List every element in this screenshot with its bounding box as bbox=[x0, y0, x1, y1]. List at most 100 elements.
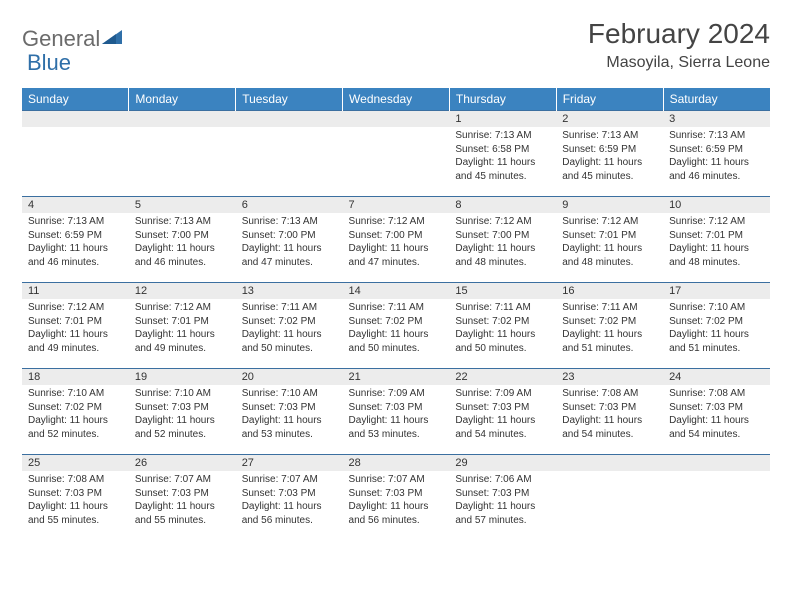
calendar-body: 1Sunrise: 7:13 AMSunset: 6:58 PMDaylight… bbox=[22, 111, 770, 541]
calendar-cell: 1Sunrise: 7:13 AMSunset: 6:58 PMDaylight… bbox=[449, 111, 556, 197]
calendar-cell: 28Sunrise: 7:07 AMSunset: 7:03 PMDayligh… bbox=[343, 455, 450, 541]
day-data: Sunrise: 7:07 AMSunset: 7:03 PMDaylight:… bbox=[343, 471, 450, 531]
day-data: Sunrise: 7:10 AMSunset: 7:03 PMDaylight:… bbox=[129, 385, 236, 445]
day-number: 9 bbox=[556, 197, 663, 213]
day-number: 8 bbox=[449, 197, 556, 213]
logo-text-general: General bbox=[22, 26, 100, 52]
calendar-cell: 2Sunrise: 7:13 AMSunset: 6:59 PMDaylight… bbox=[556, 111, 663, 197]
day-data: Sunrise: 7:12 AMSunset: 7:00 PMDaylight:… bbox=[449, 213, 556, 273]
calendar-cell: 27Sunrise: 7:07 AMSunset: 7:03 PMDayligh… bbox=[236, 455, 343, 541]
title-block: February 2024 Masoyila, Sierra Leone bbox=[588, 18, 770, 72]
day-data: Sunrise: 7:06 AMSunset: 7:03 PMDaylight:… bbox=[449, 471, 556, 531]
day-header: Wednesday bbox=[343, 88, 450, 111]
calendar-cell: 16Sunrise: 7:11 AMSunset: 7:02 PMDayligh… bbox=[556, 283, 663, 369]
day-number: 5 bbox=[129, 197, 236, 213]
calendar-cell: 19Sunrise: 7:10 AMSunset: 7:03 PMDayligh… bbox=[129, 369, 236, 455]
day-data: Sunrise: 7:13 AMSunset: 6:58 PMDaylight:… bbox=[449, 127, 556, 187]
day-data: Sunrise: 7:11 AMSunset: 7:02 PMDaylight:… bbox=[236, 299, 343, 359]
day-header: Monday bbox=[129, 88, 236, 111]
calendar-cell: 18Sunrise: 7:10 AMSunset: 7:02 PMDayligh… bbox=[22, 369, 129, 455]
day-header: Saturday bbox=[663, 88, 770, 111]
empty-day bbox=[663, 455, 770, 471]
day-number: 13 bbox=[236, 283, 343, 299]
logo: General bbox=[22, 18, 126, 52]
day-number: 25 bbox=[22, 455, 129, 471]
day-number: 2 bbox=[556, 111, 663, 127]
logo-triangle-icon bbox=[102, 28, 124, 51]
day-number: 12 bbox=[129, 283, 236, 299]
day-data: Sunrise: 7:08 AMSunset: 7:03 PMDaylight:… bbox=[22, 471, 129, 531]
day-data: Sunrise: 7:12 AMSunset: 7:01 PMDaylight:… bbox=[22, 299, 129, 359]
day-number: 1 bbox=[449, 111, 556, 127]
calendar-cell: 8Sunrise: 7:12 AMSunset: 7:00 PMDaylight… bbox=[449, 197, 556, 283]
calendar-cell: 5Sunrise: 7:13 AMSunset: 7:00 PMDaylight… bbox=[129, 197, 236, 283]
day-data: Sunrise: 7:12 AMSunset: 7:01 PMDaylight:… bbox=[556, 213, 663, 273]
day-data: Sunrise: 7:12 AMSunset: 7:00 PMDaylight:… bbox=[343, 213, 450, 273]
day-data: Sunrise: 7:09 AMSunset: 7:03 PMDaylight:… bbox=[343, 385, 450, 445]
empty-day bbox=[236, 111, 343, 127]
day-data: Sunrise: 7:13 AMSunset: 7:00 PMDaylight:… bbox=[236, 213, 343, 273]
day-data: Sunrise: 7:08 AMSunset: 7:03 PMDaylight:… bbox=[556, 385, 663, 445]
day-data: Sunrise: 7:10 AMSunset: 7:02 PMDaylight:… bbox=[663, 299, 770, 359]
calendar-cell: 22Sunrise: 7:09 AMSunset: 7:03 PMDayligh… bbox=[449, 369, 556, 455]
day-header: Thursday bbox=[449, 88, 556, 111]
calendar-cell bbox=[556, 455, 663, 541]
day-data: Sunrise: 7:08 AMSunset: 7:03 PMDaylight:… bbox=[663, 385, 770, 445]
day-data: Sunrise: 7:13 AMSunset: 6:59 PMDaylight:… bbox=[663, 127, 770, 187]
day-number: 28 bbox=[343, 455, 450, 471]
calendar-cell: 20Sunrise: 7:10 AMSunset: 7:03 PMDayligh… bbox=[236, 369, 343, 455]
day-header: Tuesday bbox=[236, 88, 343, 111]
calendar-cell bbox=[343, 111, 450, 197]
day-number: 10 bbox=[663, 197, 770, 213]
day-number: 26 bbox=[129, 455, 236, 471]
calendar-cell: 12Sunrise: 7:12 AMSunset: 7:01 PMDayligh… bbox=[129, 283, 236, 369]
calendar-week: 18Sunrise: 7:10 AMSunset: 7:02 PMDayligh… bbox=[22, 369, 770, 455]
day-data: Sunrise: 7:12 AMSunset: 7:01 PMDaylight:… bbox=[663, 213, 770, 273]
calendar-cell: 15Sunrise: 7:11 AMSunset: 7:02 PMDayligh… bbox=[449, 283, 556, 369]
day-number: 21 bbox=[343, 369, 450, 385]
logo-text-blue: Blue bbox=[27, 50, 71, 75]
day-data: Sunrise: 7:07 AMSunset: 7:03 PMDaylight:… bbox=[129, 471, 236, 531]
calendar-cell: 6Sunrise: 7:13 AMSunset: 7:00 PMDaylight… bbox=[236, 197, 343, 283]
day-number: 19 bbox=[129, 369, 236, 385]
day-data: Sunrise: 7:12 AMSunset: 7:01 PMDaylight:… bbox=[129, 299, 236, 359]
empty-day bbox=[129, 111, 236, 127]
day-data: Sunrise: 7:11 AMSunset: 7:02 PMDaylight:… bbox=[449, 299, 556, 359]
calendar-cell: 24Sunrise: 7:08 AMSunset: 7:03 PMDayligh… bbox=[663, 369, 770, 455]
day-data: Sunrise: 7:07 AMSunset: 7:03 PMDaylight:… bbox=[236, 471, 343, 531]
day-header-row: SundayMondayTuesdayWednesdayThursdayFrid… bbox=[22, 88, 770, 111]
day-number: 18 bbox=[22, 369, 129, 385]
day-data: Sunrise: 7:13 AMSunset: 7:00 PMDaylight:… bbox=[129, 213, 236, 273]
day-number: 16 bbox=[556, 283, 663, 299]
month-title: February 2024 bbox=[588, 18, 770, 50]
day-number: 17 bbox=[663, 283, 770, 299]
calendar-cell: 21Sunrise: 7:09 AMSunset: 7:03 PMDayligh… bbox=[343, 369, 450, 455]
calendar-cell: 17Sunrise: 7:10 AMSunset: 7:02 PMDayligh… bbox=[663, 283, 770, 369]
day-data: Sunrise: 7:13 AMSunset: 6:59 PMDaylight:… bbox=[556, 127, 663, 187]
calendar-cell: 13Sunrise: 7:11 AMSunset: 7:02 PMDayligh… bbox=[236, 283, 343, 369]
calendar-week: 11Sunrise: 7:12 AMSunset: 7:01 PMDayligh… bbox=[22, 283, 770, 369]
empty-day bbox=[556, 455, 663, 471]
day-number: 4 bbox=[22, 197, 129, 213]
calendar-cell bbox=[22, 111, 129, 197]
calendar-cell: 11Sunrise: 7:12 AMSunset: 7:01 PMDayligh… bbox=[22, 283, 129, 369]
calendar-cell: 14Sunrise: 7:11 AMSunset: 7:02 PMDayligh… bbox=[343, 283, 450, 369]
day-number: 6 bbox=[236, 197, 343, 213]
calendar-week: 4Sunrise: 7:13 AMSunset: 6:59 PMDaylight… bbox=[22, 197, 770, 283]
calendar-cell: 29Sunrise: 7:06 AMSunset: 7:03 PMDayligh… bbox=[449, 455, 556, 541]
empty-day bbox=[343, 111, 450, 127]
day-data: Sunrise: 7:11 AMSunset: 7:02 PMDaylight:… bbox=[556, 299, 663, 359]
day-number: 23 bbox=[556, 369, 663, 385]
day-data: Sunrise: 7:09 AMSunset: 7:03 PMDaylight:… bbox=[449, 385, 556, 445]
calendar-cell: 9Sunrise: 7:12 AMSunset: 7:01 PMDaylight… bbox=[556, 197, 663, 283]
day-data: Sunrise: 7:10 AMSunset: 7:03 PMDaylight:… bbox=[236, 385, 343, 445]
day-data: Sunrise: 7:13 AMSunset: 6:59 PMDaylight:… bbox=[22, 213, 129, 273]
day-number: 15 bbox=[449, 283, 556, 299]
day-number: 27 bbox=[236, 455, 343, 471]
day-number: 3 bbox=[663, 111, 770, 127]
calendar-cell: 23Sunrise: 7:08 AMSunset: 7:03 PMDayligh… bbox=[556, 369, 663, 455]
calendar-table: SundayMondayTuesdayWednesdayThursdayFrid… bbox=[22, 88, 770, 541]
day-header: Sunday bbox=[22, 88, 129, 111]
day-data: Sunrise: 7:11 AMSunset: 7:02 PMDaylight:… bbox=[343, 299, 450, 359]
location: Masoyila, Sierra Leone bbox=[588, 54, 770, 72]
